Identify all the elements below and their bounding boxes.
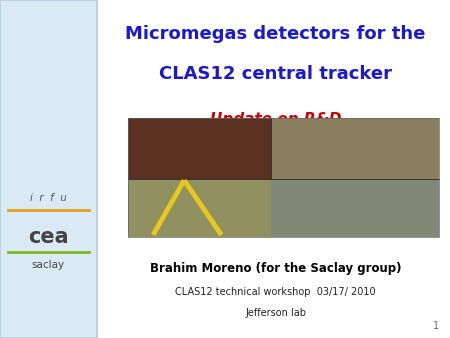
Text: 1: 1 [432,321,439,331]
Text: CLAS12 central tracker: CLAS12 central tracker [159,65,392,83]
Text: Jefferson lab: Jefferson lab [245,308,306,318]
FancyBboxPatch shape [271,118,439,178]
FancyBboxPatch shape [0,0,97,338]
FancyBboxPatch shape [128,178,271,237]
Text: saclay: saclay [32,260,65,270]
Text: Update on R&D: Update on R&D [210,113,342,127]
Text: Micromegas detectors for the: Micromegas detectors for the [126,25,426,43]
Text: i  r  f  u: i r f u [30,193,67,203]
Text: CLAS12 technical workshop  03/17/ 2010: CLAS12 technical workshop 03/17/ 2010 [176,287,376,297]
FancyBboxPatch shape [128,118,271,178]
Text: cea: cea [28,226,69,247]
Text: Brahim Moreno (for the Saclay group): Brahim Moreno (for the Saclay group) [150,262,401,275]
FancyBboxPatch shape [271,178,439,237]
